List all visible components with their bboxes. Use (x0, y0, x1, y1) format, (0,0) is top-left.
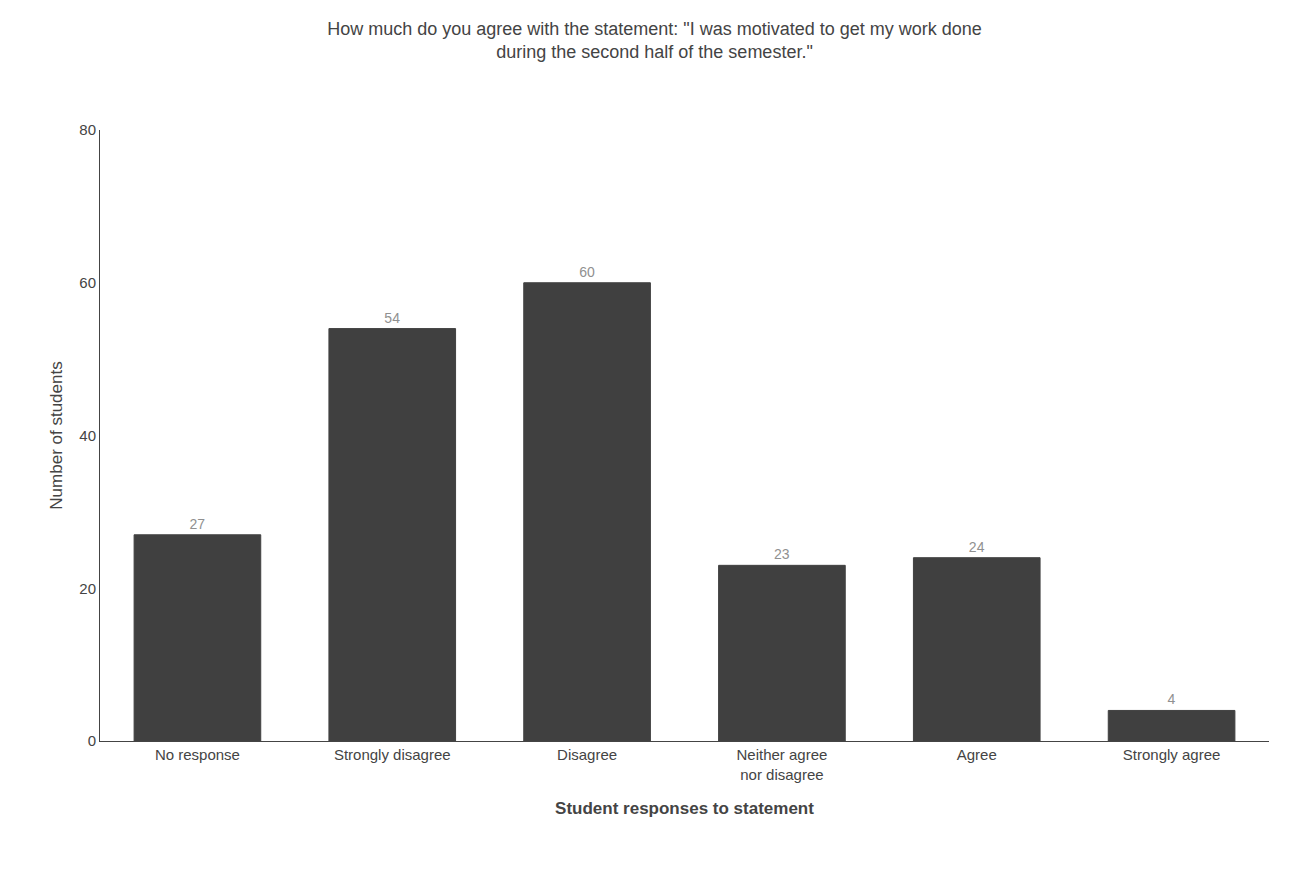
svg-text:60: 60 (79, 274, 96, 291)
svg-text:How much do you agree with the: How much do you agree with the statement… (327, 19, 982, 62)
svg-text:Strongly disagree: Strongly disagree (334, 746, 451, 763)
svg-text:Disagree: Disagree (557, 746, 617, 763)
svg-text:40: 40 (79, 427, 96, 444)
svg-text:0: 0 (88, 732, 96, 749)
svg-text:No response: No response (155, 746, 240, 763)
svg-text:24: 24 (969, 539, 985, 555)
svg-text:Agree: Agree (957, 746, 997, 763)
svg-text:Neither agreenor disagree: Neither agreenor disagree (736, 746, 827, 783)
svg-text:23: 23 (774, 546, 790, 562)
svg-text:27: 27 (190, 516, 206, 532)
svg-text:4: 4 (1168, 691, 1176, 707)
svg-text:60: 60 (579, 264, 595, 280)
svg-text:80: 80 (79, 121, 96, 138)
svg-text:Strongly agree: Strongly agree (1123, 746, 1221, 763)
svg-text:20: 20 (79, 580, 96, 597)
svg-text:Student responses to statement: Student responses to statement (555, 799, 814, 818)
svg-text:54: 54 (384, 310, 400, 326)
svg-text:Number of students: Number of students (47, 361, 66, 509)
